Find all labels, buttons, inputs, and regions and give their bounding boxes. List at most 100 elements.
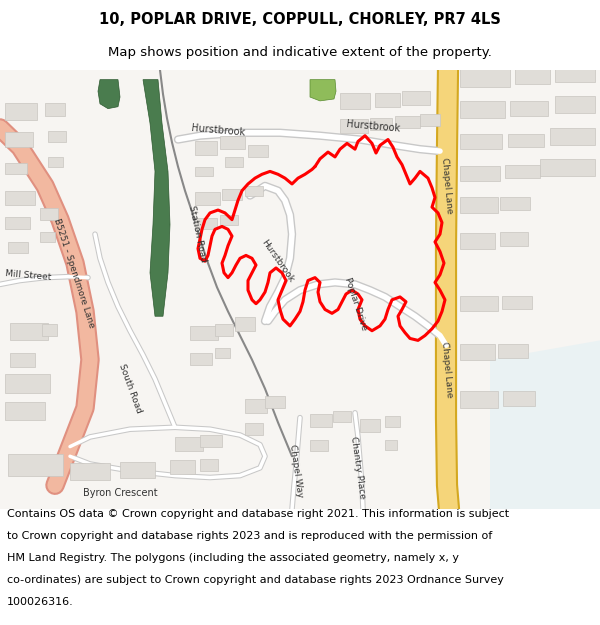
Bar <box>515 67 550 84</box>
Text: Contains OS data © Crown copyright and database right 2021. This information is : Contains OS data © Crown copyright and d… <box>7 509 509 519</box>
Bar <box>460 166 500 181</box>
Bar <box>375 93 400 107</box>
Bar <box>48 131 66 142</box>
Bar <box>215 324 233 336</box>
Bar <box>500 196 530 210</box>
Bar <box>10 353 35 367</box>
Bar <box>340 93 370 109</box>
Bar <box>222 189 242 201</box>
Bar <box>42 324 57 336</box>
Bar <box>195 192 220 205</box>
Text: Hurstbrook: Hurstbrook <box>346 119 400 133</box>
Bar <box>248 146 268 157</box>
Bar <box>460 391 498 408</box>
Bar <box>460 134 502 149</box>
Bar <box>385 416 400 428</box>
Bar <box>5 402 45 419</box>
Text: Map shows position and indicative extent of the property.: Map shows position and indicative extent… <box>108 46 492 59</box>
Bar <box>460 66 510 88</box>
Bar <box>120 462 155 478</box>
Text: to Crown copyright and database rights 2023 and is reproduced with the permissio: to Crown copyright and database rights 2… <box>7 531 493 541</box>
Bar <box>5 217 30 229</box>
Bar <box>460 198 498 213</box>
Bar <box>48 157 63 167</box>
Text: Hurstbrook: Hurstbrook <box>191 124 245 138</box>
Text: Chantry Place: Chantry Place <box>349 436 367 499</box>
Bar <box>8 242 28 254</box>
Bar <box>5 132 33 148</box>
Bar <box>460 296 498 311</box>
Text: HM Land Registry. The polygons (including the associated geometry, namely x, y: HM Land Registry. The polygons (includin… <box>7 553 459 563</box>
Bar <box>310 414 332 428</box>
Bar <box>200 435 222 447</box>
Bar <box>215 348 230 358</box>
Bar <box>235 318 255 331</box>
Bar <box>505 164 540 178</box>
Bar <box>420 114 440 126</box>
Text: 10, POPLAR DRIVE, COPPULL, CHORLEY, PR7 4LS: 10, POPLAR DRIVE, COPPULL, CHORLEY, PR7 … <box>99 12 501 27</box>
Bar <box>245 399 267 412</box>
Text: Chapel Way: Chapel Way <box>288 444 304 498</box>
Bar <box>460 344 495 360</box>
Bar <box>175 437 203 451</box>
Polygon shape <box>98 79 120 109</box>
Bar <box>40 232 55 242</box>
Bar <box>510 101 548 116</box>
Bar <box>370 118 392 130</box>
Text: B5251 - Spendmore Lane: B5251 - Spendmore Lane <box>52 217 96 329</box>
Bar <box>190 326 218 341</box>
Bar <box>555 62 595 82</box>
Text: South Road: South Road <box>117 362 143 414</box>
Bar <box>5 191 35 205</box>
Bar <box>190 353 212 364</box>
Text: Station Road: Station Road <box>187 205 208 263</box>
Bar <box>245 186 263 196</box>
Text: Chapel Lane: Chapel Lane <box>440 341 454 398</box>
Polygon shape <box>143 79 170 316</box>
Bar <box>498 344 528 357</box>
Bar <box>195 141 217 155</box>
Bar <box>395 116 420 128</box>
Bar <box>5 162 27 174</box>
Bar <box>500 232 528 246</box>
Bar <box>40 208 58 219</box>
Text: Chapel Lane: Chapel Lane <box>440 158 454 214</box>
Bar <box>245 423 263 435</box>
Bar <box>460 233 495 249</box>
Bar <box>195 217 217 229</box>
Bar <box>10 323 48 341</box>
Bar <box>70 463 110 481</box>
Bar <box>503 391 535 406</box>
Bar <box>508 134 544 148</box>
Polygon shape <box>490 341 600 509</box>
Bar <box>540 159 595 176</box>
Bar <box>502 296 532 309</box>
Bar <box>170 460 195 474</box>
Text: Mill Street: Mill Street <box>5 269 52 282</box>
Bar <box>402 91 430 105</box>
Bar <box>265 396 285 408</box>
Bar <box>200 459 218 471</box>
Bar <box>310 440 328 451</box>
Bar <box>385 440 397 449</box>
Bar <box>5 103 37 120</box>
Bar <box>555 96 595 114</box>
Text: 100026316.: 100026316. <box>7 598 74 608</box>
Bar <box>360 419 380 432</box>
Bar <box>45 103 65 116</box>
Text: Hurstbrook: Hurstbrook <box>260 238 296 284</box>
Text: Byron Crescent: Byron Crescent <box>83 488 157 498</box>
Bar <box>550 128 595 146</box>
Bar <box>460 101 505 118</box>
Text: co-ordinates) are subject to Crown copyright and database rights 2023 Ordnance S: co-ordinates) are subject to Crown copyr… <box>7 575 504 585</box>
Bar <box>220 136 245 149</box>
Polygon shape <box>310 79 336 101</box>
Bar <box>5 374 50 394</box>
Bar <box>8 454 63 476</box>
Text: Poplar Drive: Poplar Drive <box>343 276 369 331</box>
Bar <box>225 157 243 167</box>
Bar <box>333 411 351 422</box>
Bar <box>340 119 368 132</box>
Bar <box>195 167 213 176</box>
Bar <box>220 215 238 224</box>
